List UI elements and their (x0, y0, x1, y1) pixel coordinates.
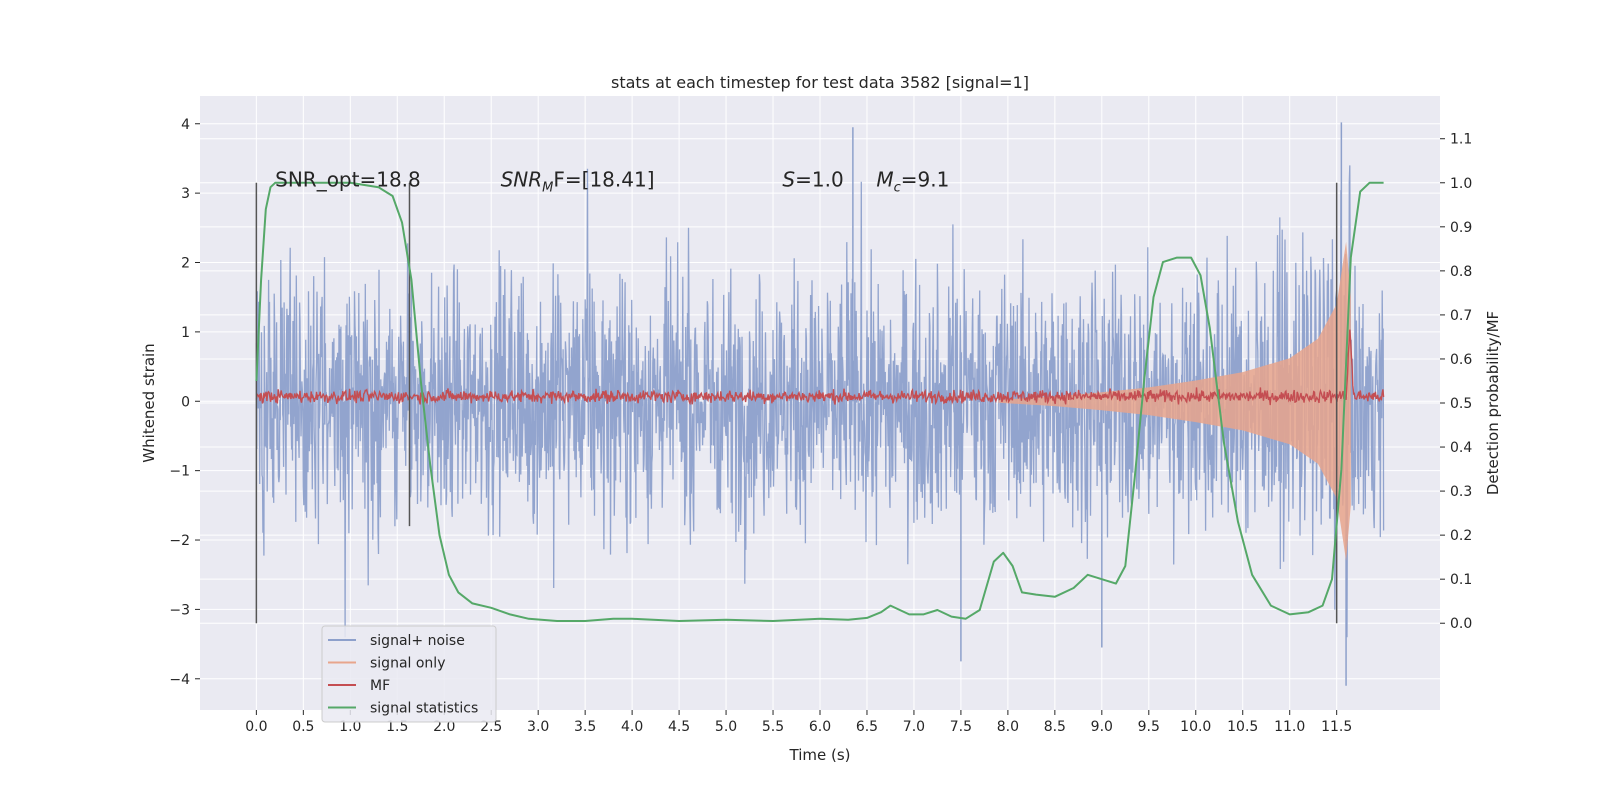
x-tick-label: 6.0 (809, 719, 831, 735)
y-axis-label: Whitened strain (140, 343, 158, 462)
y-tick-label: −4 (169, 672, 190, 688)
y2-tick-label: 0.2 (1450, 528, 1472, 544)
legend-label: MF (370, 678, 390, 694)
x-tick-label: 5.0 (715, 719, 737, 735)
y2-axis-label: Detection probability/MF (1484, 311, 1502, 495)
y2-tick-label: 0.4 (1450, 440, 1472, 456)
y2-tick-label: 0.0 (1450, 616, 1472, 632)
x-tick-label: 0.5 (292, 719, 314, 735)
x-axis-label: Time (s) (789, 746, 851, 764)
legend-label: signal+ noise (370, 633, 465, 649)
series-signal-statistics-line (255, 181, 1384, 622)
y-tick-label: −1 (169, 464, 190, 480)
x-tick-label: 2.5 (480, 719, 502, 735)
x-tick-label: 9.0 (1091, 719, 1113, 735)
x-tick-label: 4.0 (621, 719, 643, 735)
x-tick-label: 7.5 (950, 719, 972, 735)
x-tick-label: 5.5 (762, 719, 784, 735)
y2-tick-label: 1.1 (1450, 132, 1472, 148)
x-tick-label: 3.0 (527, 719, 549, 735)
annotation-value: =9.1 (901, 167, 950, 191)
annotation-value: =1.0 (795, 167, 844, 191)
y-tick-label: 0 (181, 394, 190, 410)
annotation-text: S=1.0 (782, 167, 843, 191)
annotation-symbol: S (782, 167, 795, 191)
legend-label: signal statistics (370, 701, 478, 717)
x-tick-label: 1.5 (386, 719, 408, 735)
x-tick-label: 11.5 (1321, 719, 1352, 735)
x-tick-label: 2.0 (433, 719, 455, 735)
y2-tick-label: 0.7 (1450, 308, 1472, 324)
annotation-symbol: M (876, 167, 893, 191)
y-tick-label: 3 (181, 186, 190, 202)
x-tick-label: 7.0 (903, 719, 925, 735)
y-tick-label: 1 (181, 325, 190, 341)
legend-box (321, 625, 497, 723)
y2-tick-label: 0.3 (1450, 484, 1472, 500)
y2-tick-label: 0.9 (1450, 220, 1472, 236)
axis-layer: 0.0 0.5 1.0 1.5 2.0 2.5 3.0 3.5 4.0 4.5 5.0 5.5 6.0 6… (169, 117, 1472, 735)
x-tick-label: 8.0 (997, 719, 1019, 735)
y2-tick-label: 0.6 (1450, 352, 1472, 368)
annotation-text: SNR_opt=18.8 (275, 167, 421, 191)
annotation-subscript: c (894, 180, 901, 195)
y-tick-label: 4 (181, 117, 190, 133)
annotation-text: Mc=9.1 (876, 167, 949, 195)
y2-tick-label: 0.5 (1450, 396, 1472, 412)
y2-tick-label: 0.8 (1450, 264, 1472, 280)
annotations: SNR_opt=18.8 SNRMF=[18.41] S=1.0 Mc=9.1 (275, 167, 949, 195)
x-tick-label: 8.5 (1044, 719, 1066, 735)
y-tick-label: −3 (169, 602, 190, 618)
legend-label: signal only (370, 656, 445, 672)
series-layer (255, 122, 1385, 686)
annotation-value: F=[18.41] (553, 167, 654, 191)
y-tick-label: −2 (169, 533, 190, 549)
y2-tick-label: 0.1 (1450, 572, 1472, 588)
x-tick-label: 11.0 (1274, 719, 1305, 735)
annotation-text: SNRMF=[18.41] (501, 167, 655, 195)
x-tick-label: 4.5 (668, 719, 690, 735)
annotation-symbol: SNR (501, 167, 543, 191)
y-tick-label: 2 (181, 256, 190, 272)
series-mf-line (255, 329, 1385, 406)
x-tick-label: 9.5 (1138, 719, 1160, 735)
y2-tick-label: 1.0 (1450, 176, 1472, 192)
annotation-subscript: M (542, 180, 553, 195)
x-tick-label: 3.5 (574, 719, 596, 735)
series-signal-noise-line (255, 165, 1385, 638)
x-tick-label: 10.0 (1180, 719, 1211, 735)
legend: signal+ noise signal only MF signal statist… (321, 625, 497, 723)
x-tick-label: 10.5 (1227, 719, 1258, 735)
x-tick-label: 1.0 (339, 719, 361, 735)
x-tick-label: 6.5 (856, 719, 878, 735)
series-signal-only-band (998, 241, 1351, 561)
chart-title: stats at each timestep for test data 358… (611, 73, 1029, 92)
x-tick-label: 0.0 (245, 719, 267, 735)
